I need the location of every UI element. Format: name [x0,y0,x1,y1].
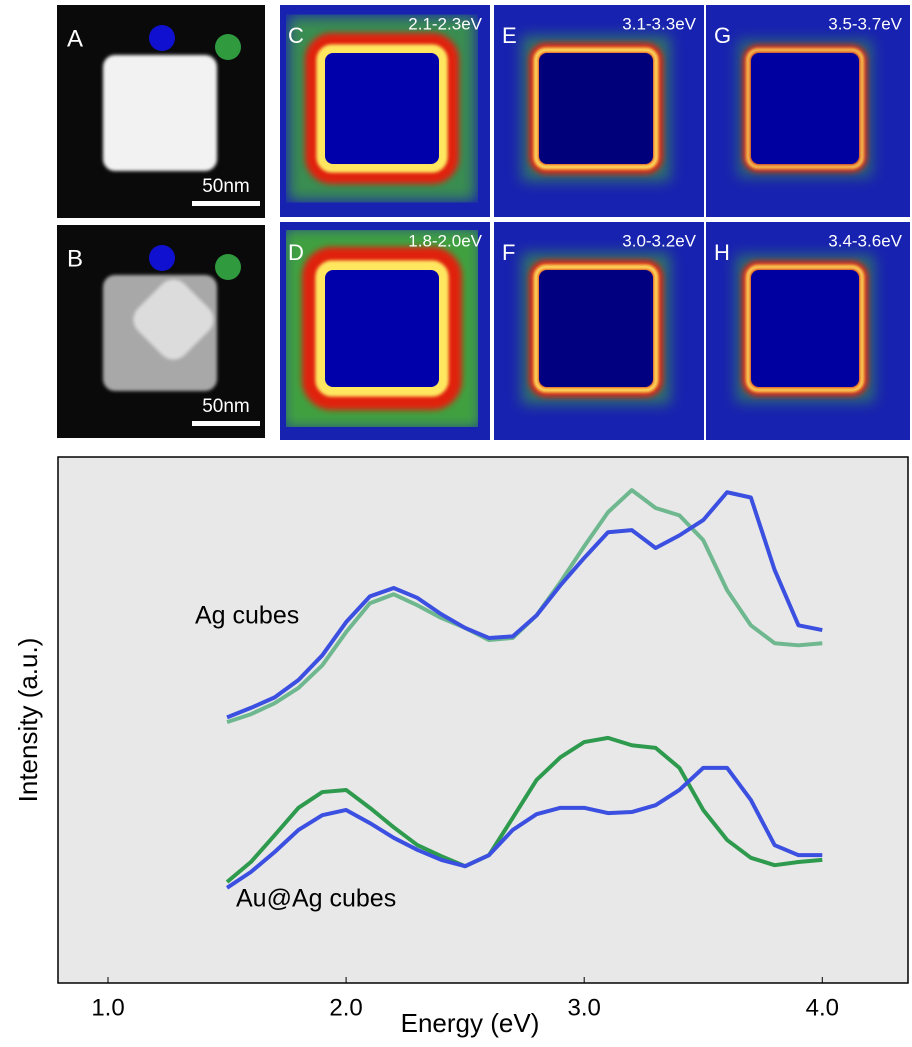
glow-yellow [316,44,448,173]
map-range: 3.1-3.3eV [622,14,696,33]
map-core [325,53,439,164]
map-glow [288,16,476,201]
glow-yellow [315,260,449,397]
dot-blue [149,245,175,271]
map-glow [522,253,670,404]
dot-green [215,34,241,60]
map-label: H [714,240,730,265]
glow-yellow [533,47,659,170]
glow-yellow [533,264,659,393]
panel-label: A [67,25,83,52]
map-range: 3.0-3.2eV [622,231,696,250]
map-range: 3.5-3.7eV [828,14,902,33]
dot-blue [149,25,175,51]
map-core [751,53,859,164]
y-axis-title: Intensity (a.u.) [13,638,43,803]
map-range: 1.8-2.0eV [408,231,482,250]
glow-yellow [746,48,864,169]
glow-yellow [746,265,864,392]
map-core [539,270,653,387]
map-core [539,53,653,164]
dot-green [215,254,241,280]
x-tick-label: 3.0 [568,994,601,1021]
map-core [751,270,859,387]
map-range: 3.4-3.6eV [828,231,902,250]
series-line [225,765,823,890]
scale-label: 50nm [202,176,250,197]
map-core [325,270,439,387]
map-label: G [714,23,731,48]
map-label: F [502,240,515,265]
map-label: C [288,23,304,48]
scale-bar [192,421,260,426]
map-glow [282,227,482,430]
core [133,279,214,360]
x-tick-label: 4.0 [806,994,839,1021]
scale-label: 50nm [202,396,250,417]
series-line [225,735,823,884]
cube [103,55,217,171]
map-glow [736,255,874,402]
panel-label: B [67,245,83,272]
map-glow [522,36,670,181]
x-tick-label: 1.0 [91,994,124,1021]
map-range: 2.1-2.3eV [408,14,482,33]
plot-area [57,456,909,984]
map-label: E [502,23,517,48]
map-label: D [288,240,304,265]
annotation: Au@Ag cubes [236,885,396,913]
map-glow [738,40,872,177]
series-line [226,490,823,720]
scale-bar [192,201,260,206]
x-tick-label: 2.0 [329,994,362,1021]
x-axis-title: Energy (eV) [401,1008,540,1038]
annotation: Ag cubes [195,602,299,630]
